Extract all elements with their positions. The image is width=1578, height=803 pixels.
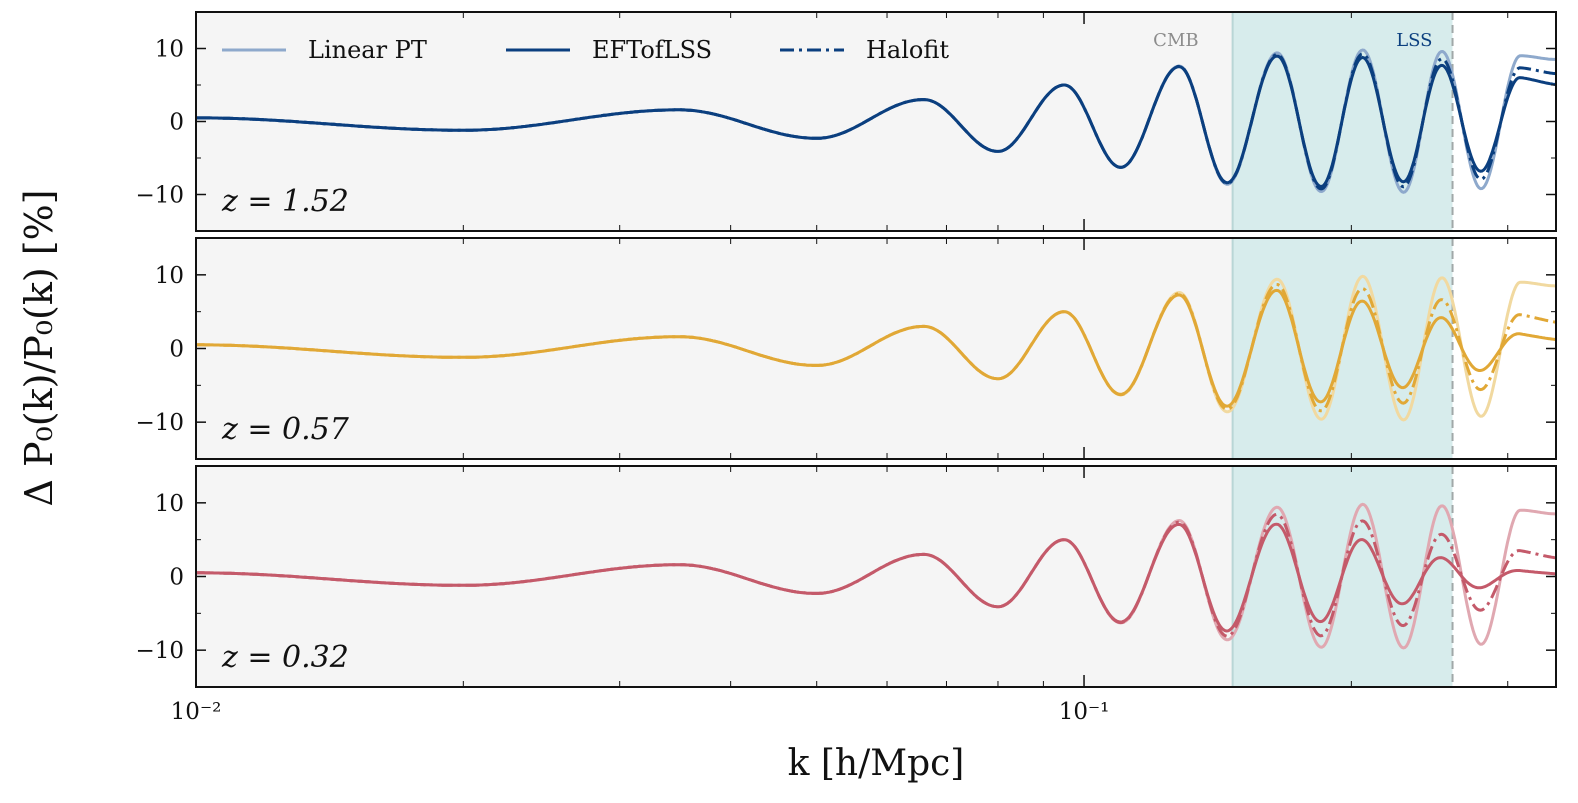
y-tick-label: 10 <box>155 263 184 289</box>
x-axis-title: k [h/Mpc] <box>788 743 965 784</box>
y-tick-label: −10 <box>135 410 184 436</box>
panel-background <box>196 466 1233 687</box>
panel-background-right <box>1452 238 1556 459</box>
y-tick-label: 10 <box>155 491 184 517</box>
y-tick-label: 0 <box>169 565 184 591</box>
legend: Linear PT EFTofLSS Halofit <box>222 36 949 64</box>
panel-background-right <box>1452 466 1556 687</box>
legend-linear-pt-label: Linear PT <box>308 36 427 64</box>
curve-eftoflss <box>196 522 1556 633</box>
y-tick-label: −10 <box>135 183 184 209</box>
y-tick-label: 0 <box>169 337 184 363</box>
panel-2: 10 0 −10 z = 0.57 <box>135 237 1557 460</box>
x-tick-label: 10⁻² <box>171 699 222 725</box>
y-tick-label: 10 <box>155 37 184 63</box>
region-label-lss: LSS <box>1396 30 1432 51</box>
panel-background-right <box>1452 12 1556 231</box>
y-tick-label: 0 <box>169 110 184 136</box>
legend-eftoflss-label: EFTofLSS <box>592 36 712 64</box>
panel-3: 10 0 −10 z = 0.32 10⁻² 10⁻¹ <box>135 465 1557 725</box>
y-tick-label: −10 <box>135 638 184 664</box>
redshift-label: z = 0.32 <box>221 640 349 675</box>
panel-background <box>196 238 1233 459</box>
panel-background <box>196 12 1233 231</box>
x-tick-label: 10⁻¹ <box>1059 699 1110 725</box>
panel-1: 10 0 −10 z = 1.52 CMB LSS Linear PT EFTofLSS Hal… <box>135 11 1557 232</box>
y-axis-title: Δ P₀(k)/P₀(k) [%] <box>17 189 61 506</box>
region-label-cmb: CMB <box>1153 30 1198 51</box>
redshift-label: z = 1.52 <box>221 184 349 219</box>
legend-halofit-label: Halofit <box>866 36 949 64</box>
curve-eftoflss <box>196 54 1556 188</box>
redshift-label: z = 0.57 <box>221 412 350 447</box>
curve-eftoflss <box>196 288 1556 408</box>
